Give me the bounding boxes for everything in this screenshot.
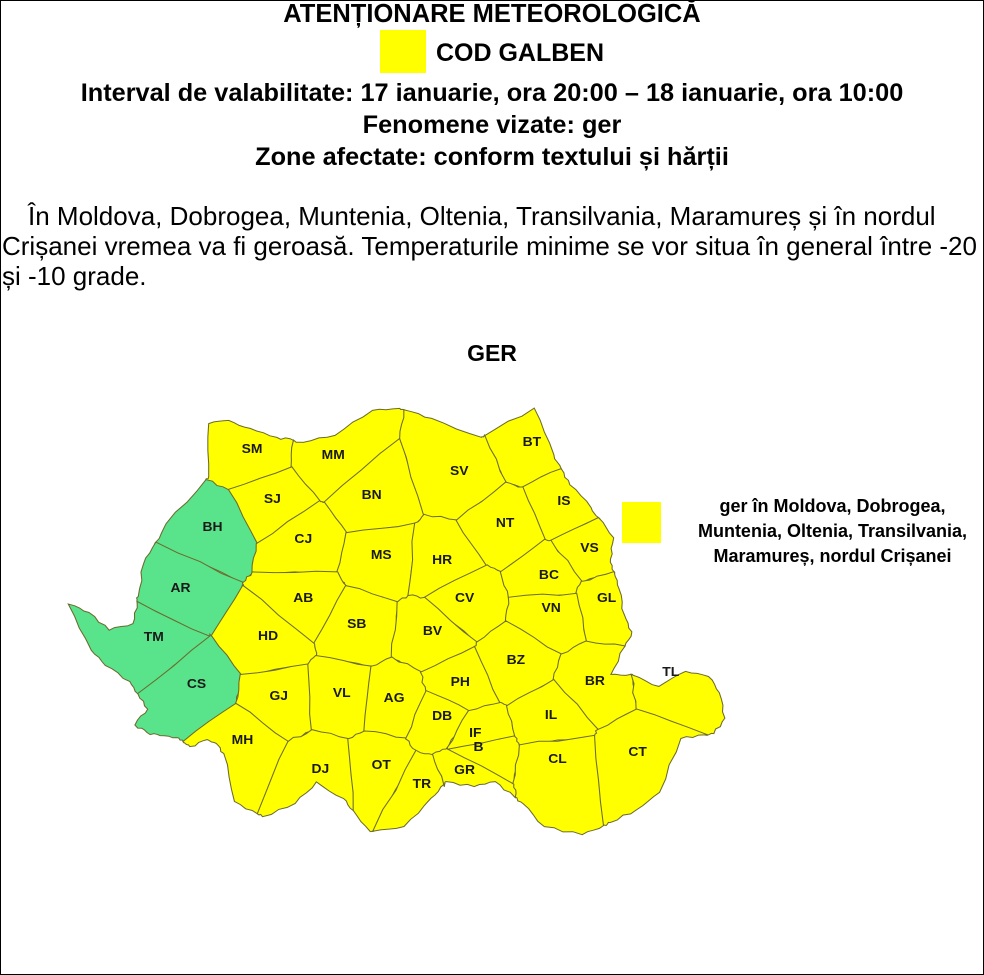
svg-text:AG: AG — [384, 690, 405, 704]
svg-text:HR: HR — [432, 552, 452, 566]
svg-text:VL: VL — [333, 685, 351, 699]
svg-text:VN: VN — [541, 600, 560, 614]
svg-text:IF: IF — [469, 725, 481, 739]
svg-text:MM: MM — [322, 447, 345, 461]
svg-text:DB: DB — [432, 708, 452, 722]
svg-text:CT: CT — [628, 744, 647, 758]
svg-text:MH: MH — [232, 732, 254, 746]
svg-text:GR: GR — [454, 762, 475, 776]
svg-text:IS: IS — [557, 493, 570, 507]
svg-text:BZ: BZ — [507, 652, 526, 666]
svg-text:TM: TM — [144, 629, 164, 643]
svg-text:OT: OT — [372, 757, 392, 771]
svg-text:BH: BH — [203, 519, 223, 533]
svg-text:DJ: DJ — [312, 761, 330, 775]
svg-text:SV: SV — [450, 463, 469, 477]
svg-text:VS: VS — [580, 540, 599, 554]
svg-text:TR: TR — [413, 776, 432, 790]
svg-text:BC: BC — [539, 567, 559, 581]
svg-text:BT: BT — [523, 434, 542, 448]
svg-text:MS: MS — [371, 547, 392, 561]
svg-text:NT: NT — [496, 515, 515, 529]
svg-text:BN: BN — [362, 487, 382, 501]
svg-text:CV: CV — [455, 590, 474, 604]
svg-text:BV: BV — [423, 623, 442, 637]
svg-text:AB: AB — [293, 590, 313, 604]
svg-text:BR: BR — [585, 673, 605, 687]
svg-text:IL: IL — [545, 707, 557, 721]
svg-text:GL: GL — [597, 590, 616, 604]
svg-text:CJ: CJ — [294, 531, 312, 545]
svg-text:HD: HD — [258, 628, 278, 642]
svg-text:SB: SB — [347, 616, 367, 630]
svg-text:SM: SM — [242, 441, 263, 455]
svg-text:B: B — [473, 739, 483, 753]
svg-text:TL: TL — [662, 664, 679, 678]
svg-text:CL: CL — [548, 751, 567, 765]
svg-text:AR: AR — [170, 580, 190, 594]
svg-text:GJ: GJ — [269, 688, 288, 702]
svg-text:SJ: SJ — [264, 491, 281, 505]
svg-text:PH: PH — [451, 674, 470, 688]
svg-text:CS: CS — [187, 676, 206, 690]
